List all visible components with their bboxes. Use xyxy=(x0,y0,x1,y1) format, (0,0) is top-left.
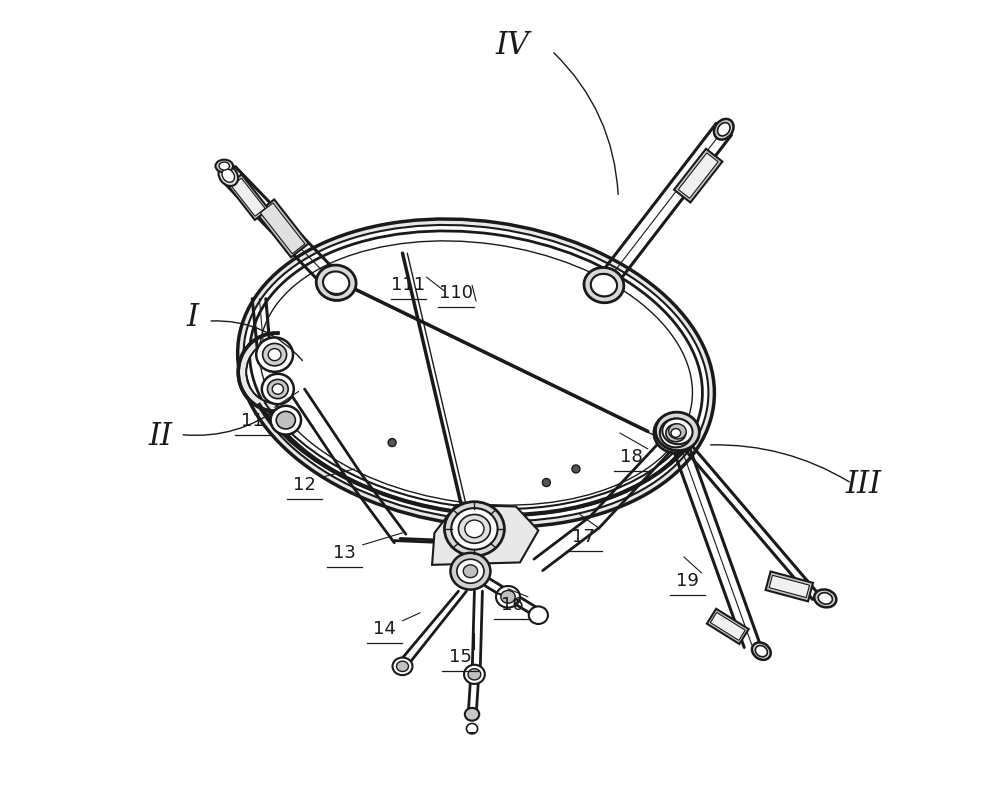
Bar xyxy=(228,175,269,220)
Text: II: II xyxy=(148,422,172,452)
Ellipse shape xyxy=(464,665,485,684)
Ellipse shape xyxy=(318,269,354,301)
Ellipse shape xyxy=(323,272,349,294)
Ellipse shape xyxy=(496,586,520,608)
Bar xyxy=(769,575,810,597)
Ellipse shape xyxy=(585,269,623,302)
Ellipse shape xyxy=(752,642,771,660)
Ellipse shape xyxy=(718,123,730,136)
Ellipse shape xyxy=(272,384,283,395)
Ellipse shape xyxy=(244,225,708,521)
Ellipse shape xyxy=(669,423,686,439)
Text: I: I xyxy=(186,302,198,333)
Ellipse shape xyxy=(262,374,294,404)
Bar xyxy=(707,609,749,644)
Ellipse shape xyxy=(465,520,484,537)
Ellipse shape xyxy=(450,553,490,589)
Bar xyxy=(674,148,722,202)
Text: III: III xyxy=(846,469,882,500)
Text: 16: 16 xyxy=(501,596,523,614)
Ellipse shape xyxy=(662,419,693,444)
Ellipse shape xyxy=(325,275,347,295)
Ellipse shape xyxy=(267,379,288,399)
Text: 17: 17 xyxy=(572,528,595,546)
Ellipse shape xyxy=(393,658,412,675)
Text: 11: 11 xyxy=(241,412,264,430)
Ellipse shape xyxy=(465,708,479,721)
Ellipse shape xyxy=(660,419,692,448)
Text: 15: 15 xyxy=(449,648,471,666)
Ellipse shape xyxy=(219,162,229,170)
Polygon shape xyxy=(238,333,280,411)
Ellipse shape xyxy=(666,424,686,442)
Ellipse shape xyxy=(463,565,478,577)
Ellipse shape xyxy=(755,646,767,657)
Ellipse shape xyxy=(468,669,481,680)
Ellipse shape xyxy=(591,274,617,296)
Ellipse shape xyxy=(466,723,478,734)
Ellipse shape xyxy=(584,268,624,302)
Ellipse shape xyxy=(655,412,699,451)
Ellipse shape xyxy=(572,465,580,473)
Polygon shape xyxy=(432,505,538,565)
Ellipse shape xyxy=(501,590,515,603)
Bar xyxy=(766,572,813,602)
Text: 110: 110 xyxy=(439,284,473,302)
Bar xyxy=(257,200,309,257)
Ellipse shape xyxy=(444,502,504,556)
Ellipse shape xyxy=(271,406,301,435)
Bar xyxy=(260,203,305,253)
Ellipse shape xyxy=(714,119,734,140)
Text: 12: 12 xyxy=(293,476,316,494)
Ellipse shape xyxy=(458,515,490,543)
Ellipse shape xyxy=(276,411,295,429)
Ellipse shape xyxy=(542,479,550,487)
Ellipse shape xyxy=(218,165,238,186)
Ellipse shape xyxy=(388,439,396,447)
Bar xyxy=(710,613,745,640)
Ellipse shape xyxy=(256,338,293,372)
Ellipse shape xyxy=(529,606,548,624)
Ellipse shape xyxy=(316,265,356,300)
Ellipse shape xyxy=(457,559,484,583)
Text: 13: 13 xyxy=(333,544,356,562)
Bar xyxy=(678,153,718,198)
Ellipse shape xyxy=(222,169,235,182)
Ellipse shape xyxy=(671,428,681,437)
Text: 14: 14 xyxy=(373,620,396,638)
Text: 19: 19 xyxy=(676,572,699,589)
Ellipse shape xyxy=(215,160,233,172)
Ellipse shape xyxy=(654,413,698,453)
Ellipse shape xyxy=(451,508,498,549)
Ellipse shape xyxy=(250,231,702,515)
Ellipse shape xyxy=(397,661,408,671)
Text: IV: IV xyxy=(495,30,529,61)
Text: 111: 111 xyxy=(391,276,425,294)
Ellipse shape xyxy=(263,343,287,366)
Ellipse shape xyxy=(814,589,836,607)
Text: 18: 18 xyxy=(620,448,643,466)
Ellipse shape xyxy=(591,273,617,297)
Ellipse shape xyxy=(818,593,832,604)
Ellipse shape xyxy=(268,349,281,361)
Bar xyxy=(231,178,265,217)
Ellipse shape xyxy=(238,219,714,527)
